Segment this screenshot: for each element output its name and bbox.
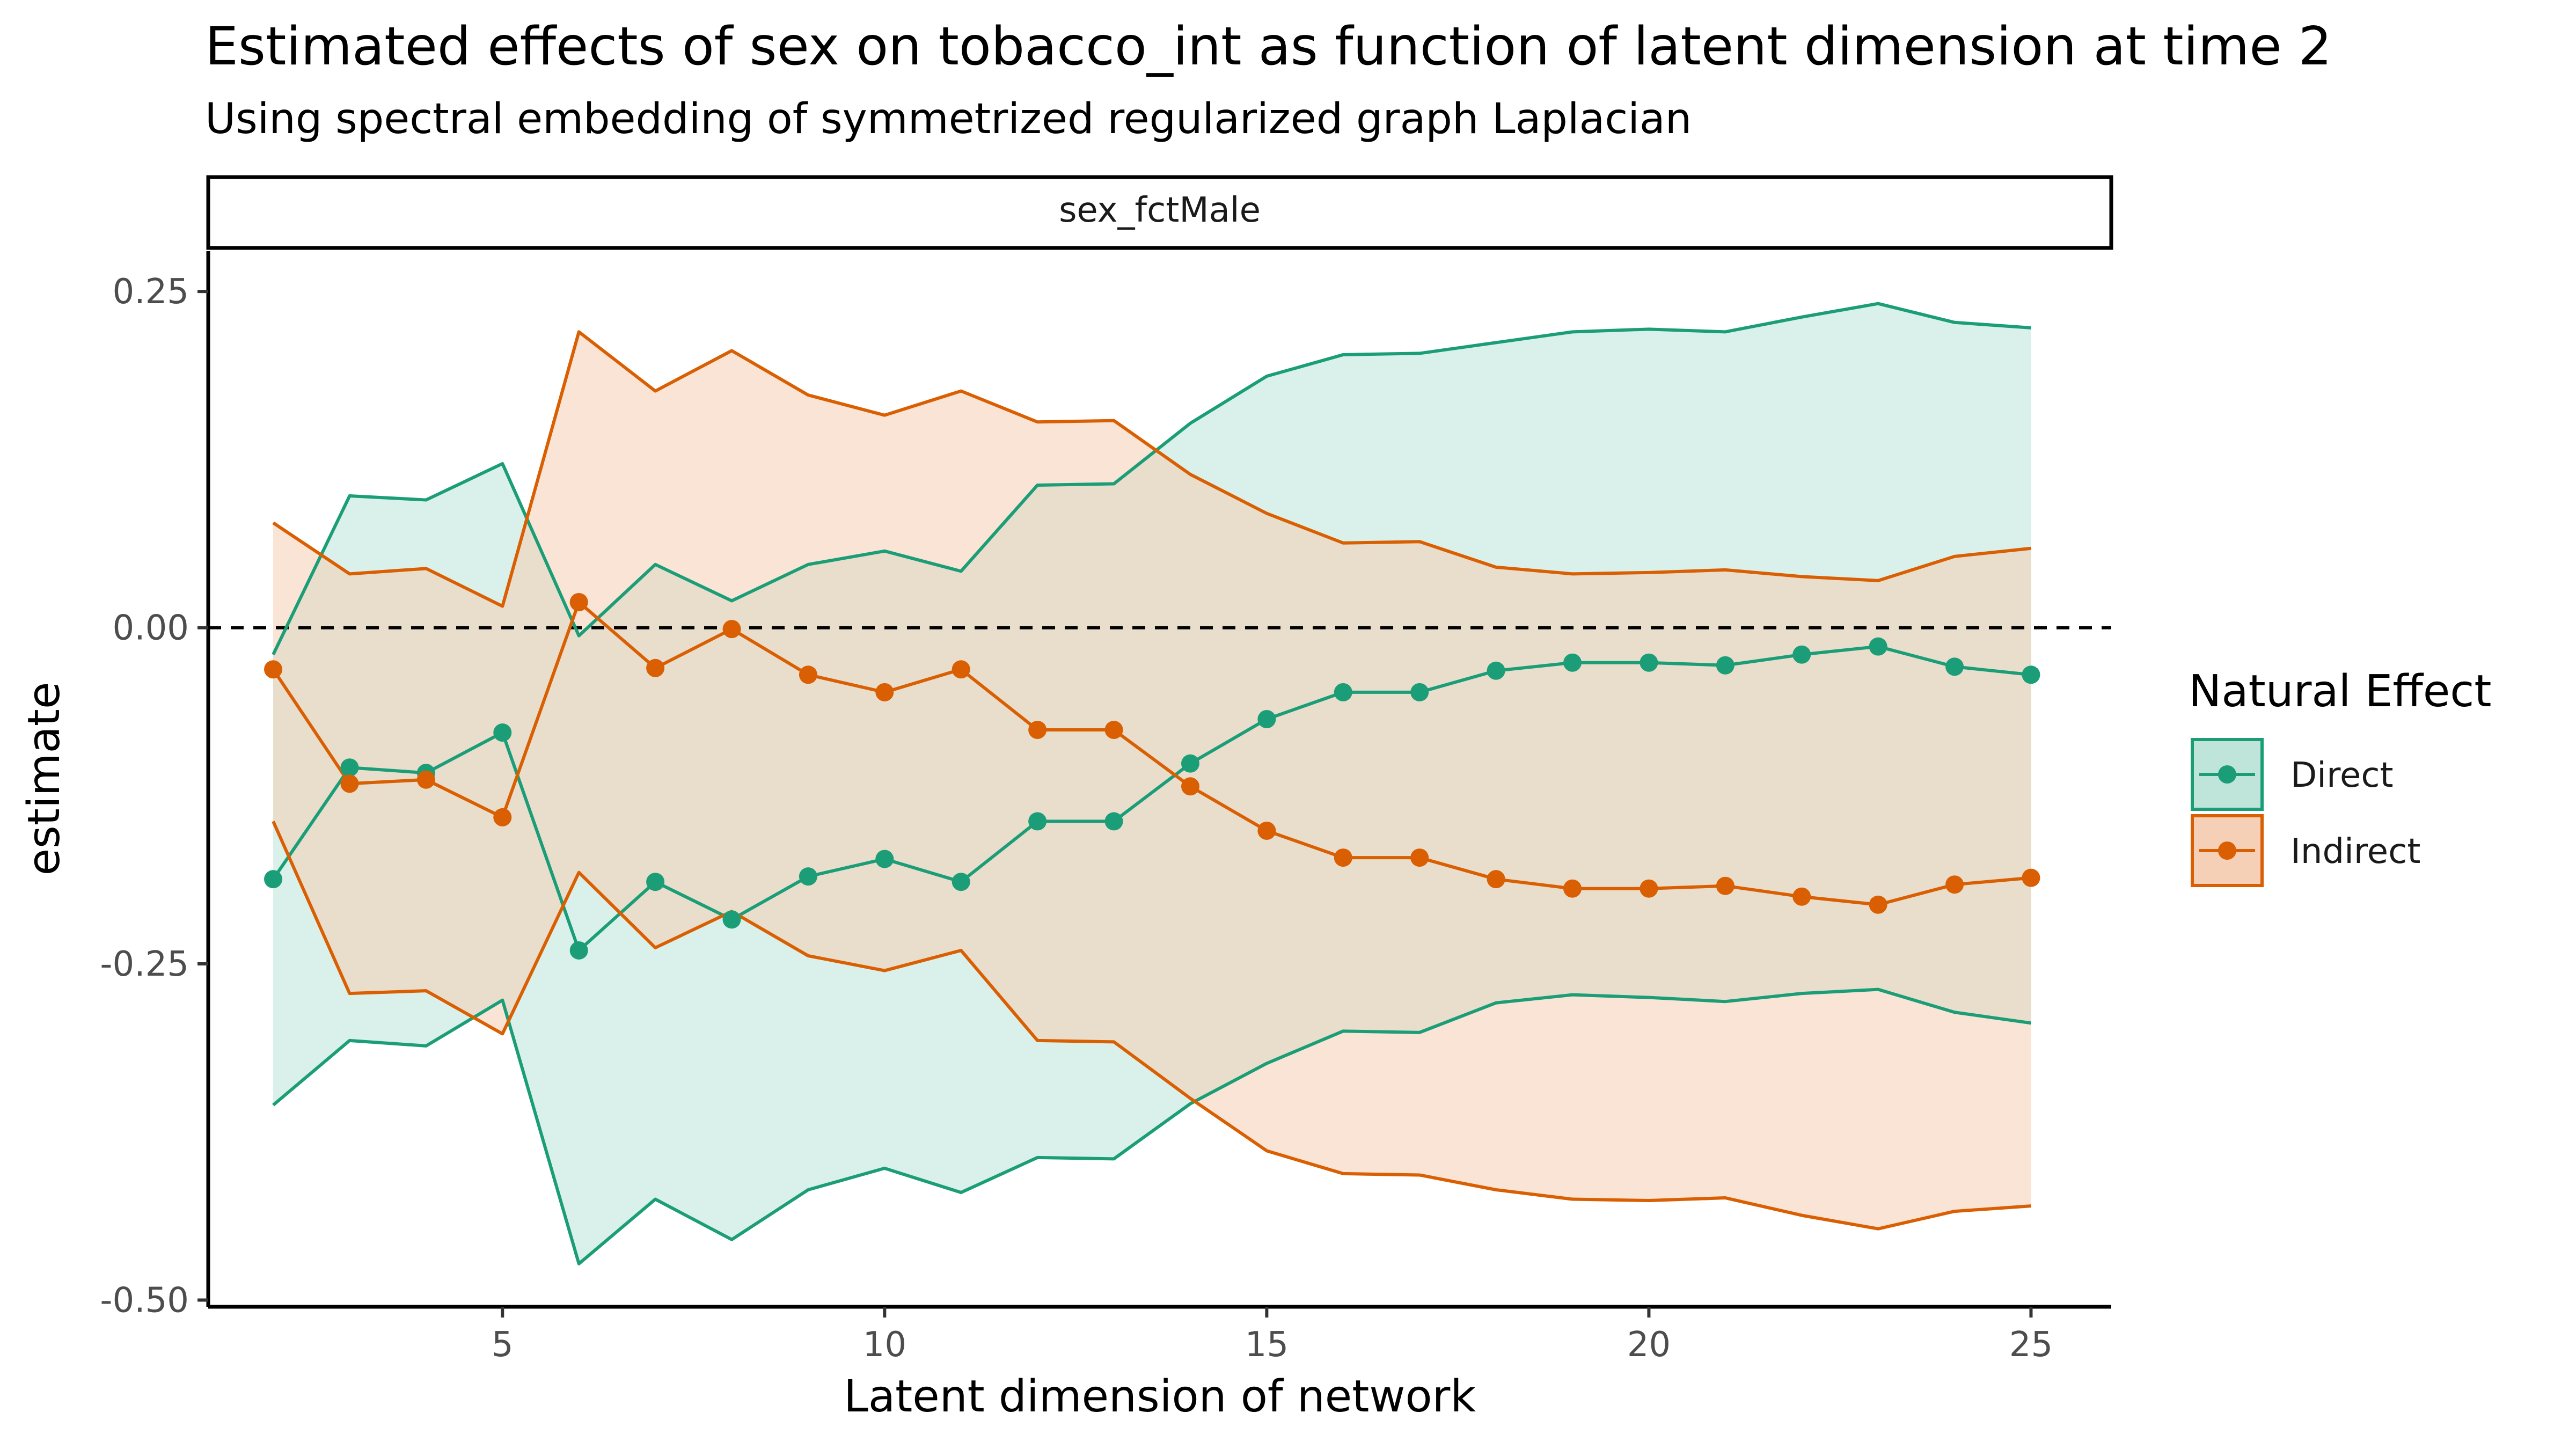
indirect-point [264, 660, 283, 679]
direct-point [340, 758, 359, 777]
direct-legend-label: Direct [2290, 756, 2394, 795]
x-tick-label: 10 [863, 1325, 906, 1365]
direct-point [493, 723, 512, 742]
direct-lower-line [272, 987, 2031, 1265]
chart-title: Estimated effects of sex on tobacco_int … [205, 16, 2332, 77]
indirect-point [1334, 848, 1352, 867]
confidence-bands [273, 303, 2031, 1264]
indirect-lower-line [272, 821, 2031, 1231]
series-points [264, 592, 2040, 960]
indirect-point [1869, 895, 1887, 914]
series-lines [272, 302, 2031, 1265]
direct-point [1487, 661, 1505, 680]
x-tick-label: 20 [1627, 1325, 1671, 1365]
indirect-point [1257, 821, 1276, 840]
direct-point [1716, 656, 1735, 675]
direct-point [1181, 754, 1199, 773]
direct-point [1257, 709, 1276, 728]
facet-strip [206, 175, 2113, 250]
indirect-point [1487, 870, 1505, 889]
indirect-point [722, 620, 741, 639]
indirect-point [2022, 868, 2040, 887]
y-axis-label: estimate [19, 682, 70, 876]
indirect-point [340, 774, 359, 793]
indirect-point [493, 808, 512, 826]
indirect-point [1640, 879, 1658, 898]
indirect-point [1181, 777, 1199, 796]
direct-point [646, 873, 665, 891]
y-tick-label: -0.50 [100, 1280, 189, 1320]
x-tick-label: 5 [492, 1325, 514, 1365]
direct-estimate-line [272, 645, 2031, 952]
indirect-point [1716, 876, 1735, 895]
x-axis-ticks: 5 10 15 20 25 [492, 1307, 2053, 1365]
indirect-point [952, 660, 970, 679]
x-axis-label: Latent dimension of network [844, 1371, 1476, 1422]
indirect-point [1945, 875, 1964, 894]
chart-subtitle: Using spectral embedding of symmetrized … [205, 95, 1692, 143]
direct-point [1334, 683, 1352, 701]
indirect-confidence-band [273, 332, 2031, 1229]
direct-upper-line [272, 302, 2031, 656]
indirect-point [1563, 879, 1582, 898]
legend-title: Natural Effect [2189, 666, 2492, 717]
indirect-legend-label: Indirect [2290, 832, 2420, 872]
y-tick-label: 0.25 [113, 272, 189, 312]
indirect-legend-point [2218, 841, 2236, 860]
indirect-point [1410, 848, 1429, 867]
indirect-point [799, 665, 817, 684]
indirect-point [416, 770, 435, 789]
indirect-estimate-line [272, 600, 2031, 906]
direct-point [1104, 812, 1123, 831]
x-tick-label: 15 [1245, 1325, 1289, 1365]
y-tick-label: 0.00 [113, 609, 189, 648]
direct-point [569, 941, 588, 960]
direct-point [952, 873, 970, 891]
y-axis-ticks: 0.25 0.00 -0.25 -0.50 [100, 272, 208, 1320]
direct-point [1792, 645, 1811, 664]
direct-point [264, 870, 283, 889]
indirect-point [1028, 721, 1047, 740]
indirect-upper-line [272, 330, 2031, 608]
direct-point [1945, 657, 1964, 676]
direct-point [799, 867, 817, 886]
indirect-point [569, 592, 588, 611]
y-tick-label: -0.25 [100, 945, 189, 984]
indirect-point [1104, 721, 1123, 740]
direct-point [1410, 683, 1429, 701]
direct-point [1869, 637, 1887, 656]
direct-point [2022, 665, 2040, 684]
legend: Natural Effect Direct Indirect [2189, 666, 2492, 887]
facet-label: sex_fctMale [1059, 191, 1261, 230]
indirect-point [646, 658, 665, 677]
indirect-point [1792, 887, 1811, 906]
indirect-point [875, 683, 894, 701]
x-tick-label: 25 [2009, 1325, 2053, 1365]
direct-point [1028, 812, 1047, 831]
direct-legend-point [2218, 765, 2236, 784]
direct-point [875, 850, 894, 868]
direct-point [1563, 653, 1582, 672]
direct-point [1640, 653, 1658, 672]
direct-point [722, 910, 741, 929]
